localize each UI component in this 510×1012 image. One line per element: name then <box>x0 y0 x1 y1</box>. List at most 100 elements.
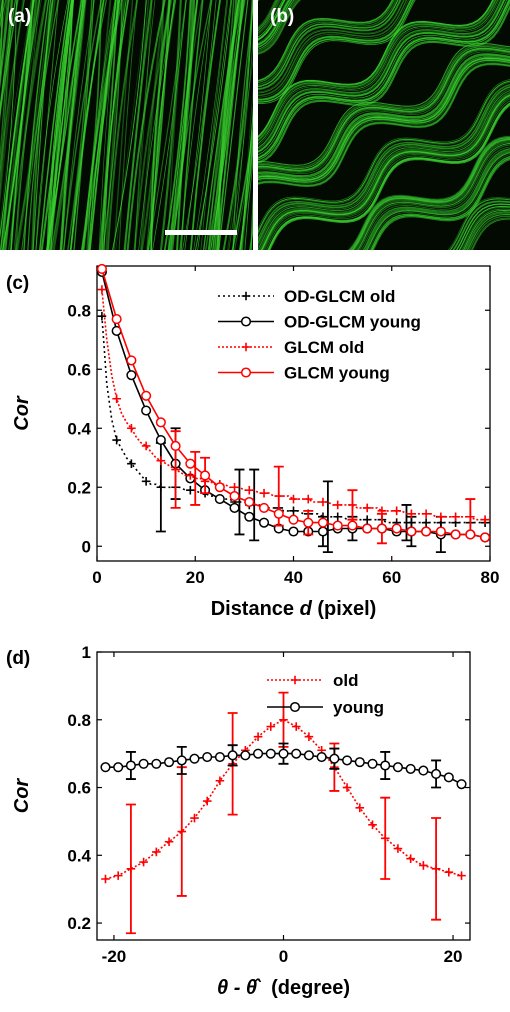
data-point <box>240 367 252 378</box>
fiber-strand <box>0 0 33 241</box>
fiber-strand <box>87 0 116 250</box>
y-tick-label: 0 <box>82 537 91 556</box>
data-point <box>332 520 343 531</box>
fiber-strand <box>258 62 510 250</box>
fiber-strand <box>258 99 510 250</box>
series-od-glcm-old <box>97 311 490 554</box>
error-bar <box>322 480 333 554</box>
fiber-strand <box>258 0 510 158</box>
data-point <box>451 512 460 522</box>
fiber-strand <box>258 0 510 187</box>
fiber-strand <box>258 96 510 250</box>
data-point <box>391 526 402 537</box>
fiber-strand <box>139 0 165 250</box>
data-point <box>443 772 454 783</box>
data-point <box>289 701 301 713</box>
fiber-strand <box>182 0 217 250</box>
data-point <box>303 494 313 504</box>
data-point <box>190 813 199 823</box>
fiber-strand <box>258 0 510 172</box>
fiber-strand <box>258 67 510 250</box>
data-point <box>421 518 431 527</box>
fiber-strand <box>258 0 510 180</box>
panel-d-label: (d) <box>6 648 30 669</box>
fiber-strand <box>258 0 510 154</box>
fiber-strand <box>258 47 510 250</box>
data-point <box>228 759 237 769</box>
fiber-strand <box>5 0 41 250</box>
data-point <box>200 485 211 496</box>
data-point <box>465 529 476 540</box>
data-point <box>317 526 329 537</box>
fiber-strand <box>258 0 510 146</box>
panel-b-image <box>258 0 510 250</box>
data-point <box>258 517 270 528</box>
data-point <box>244 496 255 508</box>
data-point <box>303 517 314 528</box>
data-point <box>380 834 390 843</box>
fiber-strand <box>0 0 13 166</box>
data-point <box>229 491 240 502</box>
data-point <box>241 291 251 301</box>
data-point <box>288 526 299 537</box>
fiber-strand <box>239 105 253 250</box>
error-bar <box>234 468 245 536</box>
data-point <box>164 837 174 847</box>
data-point <box>407 518 416 527</box>
data-point <box>253 748 264 759</box>
fiber-strand <box>0 0 8 82</box>
data-point <box>200 488 210 498</box>
data-point <box>200 470 211 481</box>
data-point <box>265 748 276 759</box>
data-point <box>96 266 107 277</box>
data-point <box>176 755 187 766</box>
data-point <box>244 485 254 495</box>
data-point <box>436 518 446 527</box>
data-point <box>480 515 490 524</box>
data-point <box>291 722 301 731</box>
error-bar <box>170 430 181 509</box>
error-bar <box>170 427 181 500</box>
data-point <box>457 871 466 880</box>
data-point <box>215 480 225 489</box>
data-point <box>278 748 289 759</box>
data-point <box>362 515 372 524</box>
fiber-strand <box>258 0 510 173</box>
fiber-strand <box>35 0 69 250</box>
data-point <box>421 509 431 519</box>
data-point <box>362 523 373 534</box>
fiber-strand <box>258 0 510 155</box>
fiber-strand <box>258 0 510 156</box>
fiber-strand <box>21 0 53 250</box>
data-point <box>155 435 166 446</box>
fiber-strand <box>49 0 73 250</box>
data-point <box>141 405 152 416</box>
data-point <box>456 779 467 790</box>
x-axis-label-text: Distance <box>211 598 300 620</box>
error-bar <box>329 742 340 792</box>
fiber-strand <box>163 0 192 250</box>
fiber-strand <box>258 81 510 250</box>
fiber-group <box>258 0 510 250</box>
data-point <box>189 753 200 764</box>
data-point <box>480 532 491 543</box>
data-point <box>318 512 328 522</box>
fiber-strand <box>233 139 253 250</box>
data-point <box>347 523 358 534</box>
series-glcm-old <box>97 285 490 536</box>
error-bar <box>190 450 201 506</box>
data-point <box>290 675 300 685</box>
fiber-strand <box>258 80 510 250</box>
error-bar <box>249 468 260 542</box>
fiber-strand <box>32 0 51 250</box>
fiber-strand <box>212 0 242 250</box>
y-axis-label: Cor <box>11 395 33 431</box>
data-point <box>170 440 181 452</box>
fiber-strand <box>0 0 33 230</box>
fiber-strand <box>258 93 510 250</box>
error-bar <box>401 504 412 542</box>
x-tick-label: 20 <box>444 947 463 966</box>
scale-bar <box>165 230 237 235</box>
series-od-glcm-young <box>96 266 491 554</box>
